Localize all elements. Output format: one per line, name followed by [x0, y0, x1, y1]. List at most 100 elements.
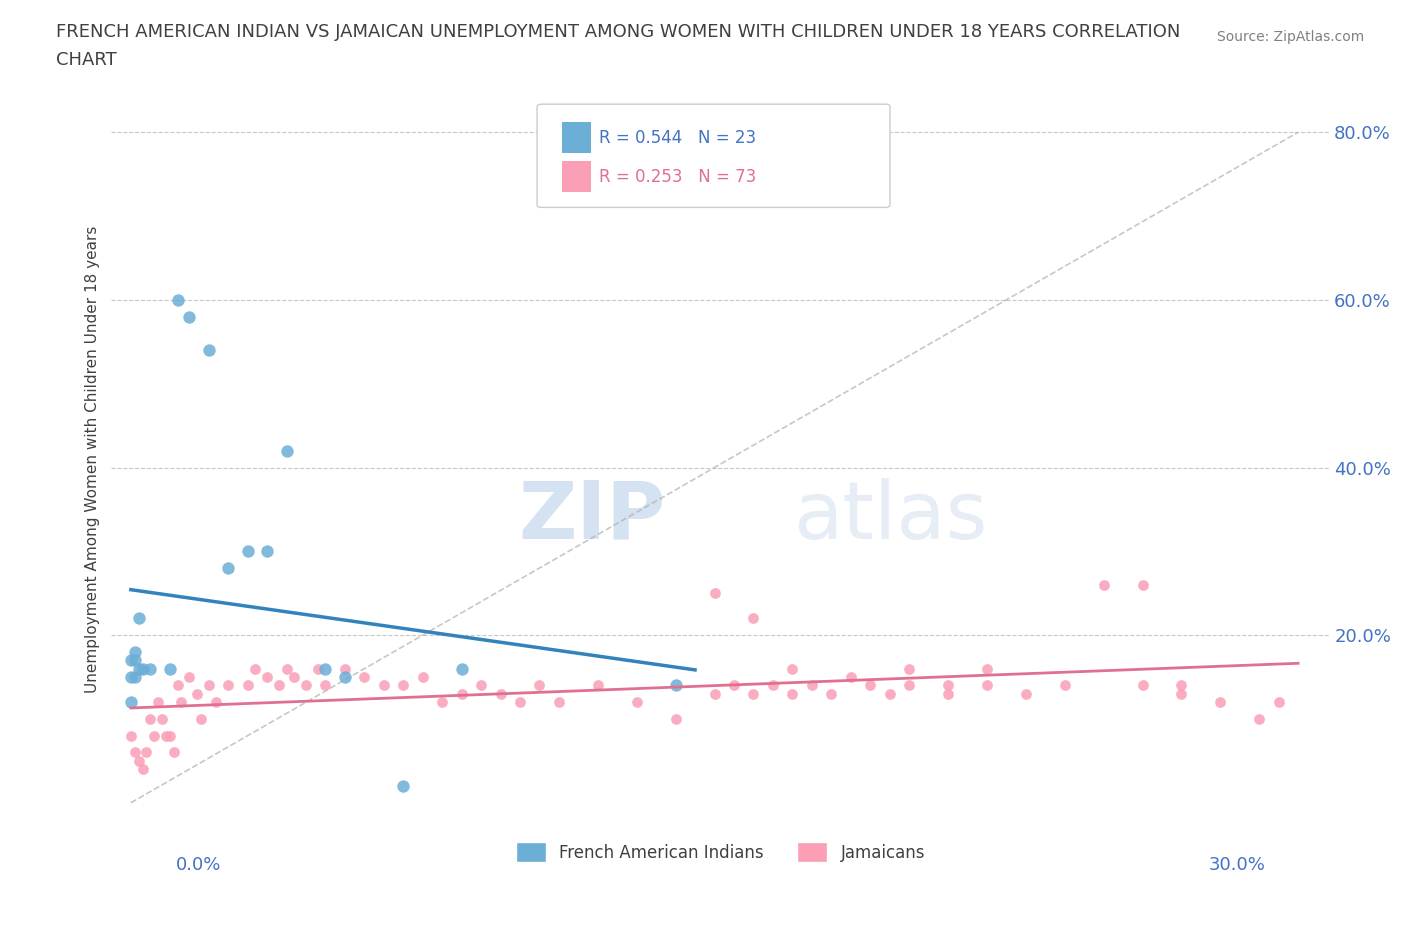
- Point: [392, 778, 415, 793]
- Point: [509, 695, 531, 710]
- Text: CHART: CHART: [56, 51, 117, 69]
- Point: [314, 661, 336, 676]
- Point: [782, 686, 804, 701]
- Point: [217, 561, 239, 576]
- Point: [179, 309, 201, 324]
- Point: [450, 661, 472, 676]
- Point: [586, 678, 609, 693]
- Point: [800, 678, 823, 693]
- Point: [430, 695, 453, 710]
- Text: R = 0.544   N = 23: R = 0.544 N = 23: [599, 129, 756, 147]
- Point: [124, 745, 146, 760]
- Point: [150, 711, 173, 726]
- Point: [976, 678, 998, 693]
- Text: R = 0.253   N = 73: R = 0.253 N = 73: [599, 168, 756, 186]
- Text: atlas: atlas: [793, 478, 988, 556]
- Legend: French American Indians, Jamaicans: French American Indians, Jamaicans: [509, 835, 932, 869]
- Point: [197, 678, 219, 693]
- Point: [373, 678, 395, 693]
- Point: [267, 678, 290, 693]
- Point: [936, 686, 959, 701]
- Point: [256, 544, 278, 559]
- Point: [333, 670, 356, 684]
- Point: [665, 678, 688, 693]
- Point: [283, 670, 305, 684]
- Point: [276, 661, 298, 676]
- Point: [1209, 695, 1232, 710]
- Point: [139, 661, 162, 676]
- Point: [703, 586, 725, 601]
- Point: [665, 711, 688, 726]
- Point: [1132, 678, 1154, 693]
- Point: [120, 670, 142, 684]
- Point: [120, 653, 142, 668]
- Point: [143, 728, 166, 743]
- Y-axis label: Unemployment Among Women with Children Under 18 years: Unemployment Among Women with Children U…: [86, 225, 100, 693]
- Point: [1092, 578, 1115, 592]
- Point: [124, 644, 146, 659]
- Point: [1132, 578, 1154, 592]
- Point: [124, 653, 146, 668]
- Point: [217, 678, 239, 693]
- Point: [236, 544, 259, 559]
- Point: [166, 678, 188, 693]
- Point: [529, 678, 551, 693]
- Text: Source: ZipAtlas.com: Source: ZipAtlas.com: [1216, 30, 1364, 44]
- Point: [412, 670, 434, 684]
- Point: [450, 686, 472, 701]
- Point: [1053, 678, 1076, 693]
- Point: [256, 670, 278, 684]
- Point: [128, 611, 150, 626]
- Point: [139, 711, 162, 726]
- Point: [124, 670, 146, 684]
- Point: [120, 728, 142, 743]
- Point: [1249, 711, 1271, 726]
- Point: [276, 444, 298, 458]
- Point: [820, 686, 842, 701]
- Point: [626, 695, 648, 710]
- Point: [333, 661, 356, 676]
- Point: [179, 670, 201, 684]
- Point: [1170, 678, 1192, 693]
- Point: [131, 661, 153, 676]
- Point: [245, 661, 267, 676]
- Point: [782, 661, 804, 676]
- Point: [879, 686, 901, 701]
- Point: [1170, 686, 1192, 701]
- Point: [170, 695, 193, 710]
- Point: [155, 728, 177, 743]
- Point: [135, 745, 157, 760]
- Point: [1267, 695, 1289, 710]
- Text: 0.0%: 0.0%: [176, 856, 221, 873]
- Point: [314, 678, 336, 693]
- Point: [120, 695, 142, 710]
- Point: [128, 753, 150, 768]
- Point: [205, 695, 228, 710]
- Point: [898, 678, 921, 693]
- Point: [128, 661, 150, 676]
- Point: [898, 661, 921, 676]
- Point: [159, 661, 181, 676]
- Point: [190, 711, 212, 726]
- Point: [859, 678, 882, 693]
- Point: [470, 678, 492, 693]
- Point: [489, 686, 512, 701]
- Point: [936, 678, 959, 693]
- Point: [307, 661, 329, 676]
- Point: [723, 678, 745, 693]
- Point: [186, 686, 208, 701]
- Point: [1015, 686, 1038, 701]
- Point: [295, 678, 318, 693]
- Point: [547, 695, 569, 710]
- Point: [742, 686, 765, 701]
- Point: [742, 611, 765, 626]
- Text: FRENCH AMERICAN INDIAN VS JAMAICAN UNEMPLOYMENT AMONG WOMEN WITH CHILDREN UNDER : FRENCH AMERICAN INDIAN VS JAMAICAN UNEMP…: [56, 23, 1181, 41]
- Point: [159, 728, 181, 743]
- Point: [703, 686, 725, 701]
- Point: [163, 745, 186, 760]
- Point: [839, 670, 862, 684]
- Text: ZIP: ZIP: [519, 478, 665, 556]
- Point: [392, 678, 415, 693]
- Point: [166, 292, 188, 307]
- Point: [131, 762, 153, 777]
